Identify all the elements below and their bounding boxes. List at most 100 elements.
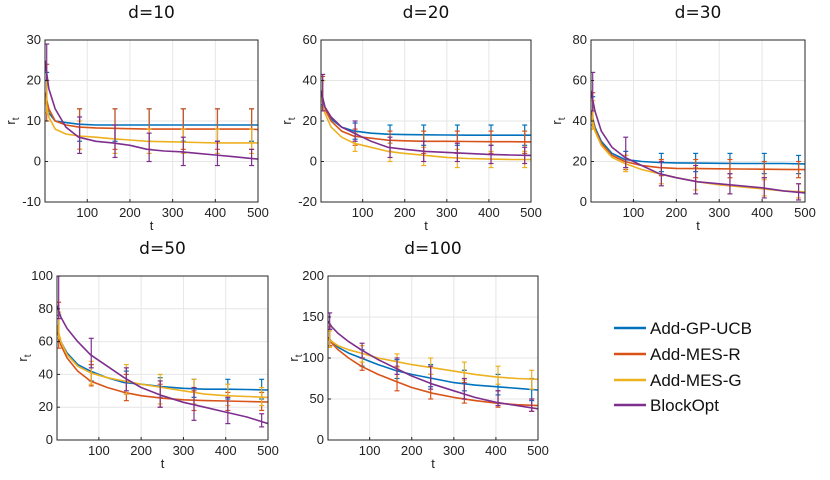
legend-entry-add-gp-ucb: Add-GP-UCB <box>614 319 752 338</box>
y-tick-label: 100 <box>31 268 53 283</box>
errorbar-blockopt <box>658 160 664 187</box>
y-axis-label-sub: t <box>557 117 568 120</box>
errorbar-blockopt <box>727 173 733 195</box>
y-tick-label: 0 <box>580 194 587 209</box>
y-axis-label-main: r <box>3 120 18 125</box>
y-tick-label: 40 <box>303 73 317 88</box>
series-layer <box>321 73 531 169</box>
y-axis-label: rt <box>279 117 298 124</box>
errorbar-blockopt <box>761 177 767 199</box>
x-tick-label: 500 <box>527 443 549 458</box>
y-tick-label: 150 <box>302 309 324 324</box>
errorbar-add-mes-r <box>796 160 802 179</box>
y-tick-label: 40 <box>573 113 587 128</box>
errorbar-blockopt <box>191 386 197 421</box>
series-line-blockopt <box>591 90 805 194</box>
errorbar-blockopt <box>123 367 129 392</box>
x-tick-label: 100 <box>352 205 374 220</box>
series-line-add-gp-ucb <box>45 92 258 126</box>
errorbar-blockopt <box>454 142 460 163</box>
x-tick-label: 500 <box>794 205 816 220</box>
errorbar-blockopt <box>394 357 400 375</box>
x-tick-label: 500 <box>520 205 542 220</box>
errorbar-blockopt <box>421 140 427 163</box>
y-tick-label: 0 <box>46 432 53 447</box>
y-tick-label: 50 <box>310 391 324 406</box>
x-tick-label: 500 <box>257 443 279 458</box>
y-axis-label: rt <box>15 354 34 361</box>
y-axis-label-main: r <box>549 120 564 125</box>
series-layer <box>57 276 268 428</box>
errorbar-blockopt <box>796 183 802 201</box>
x-tick-label: 300 <box>443 443 465 458</box>
errorbar-blockopt <box>529 398 535 412</box>
errorbar-blockopt <box>259 413 265 428</box>
x-axis-label: t <box>431 456 435 471</box>
y-axis-label-sub: t <box>23 354 34 357</box>
chart-title: d=10 <box>128 3 175 23</box>
x-tick-label: 200 <box>119 205 141 220</box>
x-tick-label: 400 <box>215 443 237 458</box>
y-tick-label: 100 <box>302 350 324 365</box>
x-tick-label: 100 <box>88 443 110 458</box>
legend-label-add-gp-ucb: Add-GP-UCB <box>650 319 752 338</box>
x-tick-label: 500 <box>247 205 269 220</box>
x-axis-label: t <box>424 218 428 233</box>
x-tick-label: 400 <box>204 205 226 220</box>
errorbar-blockopt <box>249 148 255 167</box>
y-tick-label: 30 <box>27 32 41 47</box>
errorbar-blockopt <box>77 116 83 154</box>
series-line-add-mes-r <box>321 90 531 143</box>
x-tick-label: 200 <box>401 443 423 458</box>
series-layer <box>45 43 258 167</box>
errorbar-blockopt <box>88 337 94 369</box>
errorbar-blockopt <box>693 164 699 195</box>
y-tick-label: -20 <box>298 194 317 209</box>
x-tick-label: 100 <box>76 205 98 220</box>
x-tick-label: 100 <box>623 205 645 220</box>
errorbar-blockopt <box>157 380 163 408</box>
errorbar-blockopt <box>146 132 152 163</box>
y-axis-label-main: r <box>15 357 30 362</box>
x-tick-label: 200 <box>394 205 416 220</box>
errorbar-blockopt <box>112 124 118 159</box>
x-tick-label: 200 <box>130 443 152 458</box>
errorbar-blockopt <box>461 377 467 400</box>
errorbar-add-mes-g <box>529 369 535 390</box>
y-tick-label: 40 <box>39 366 53 381</box>
y-axis-label: rt <box>3 117 22 124</box>
series-line-add-gp-ucb <box>591 110 805 165</box>
y-tick-label: 80 <box>573 32 587 47</box>
series-line-add-mes-r <box>57 328 268 403</box>
x-tick-label: 400 <box>485 443 507 458</box>
y-tick-label: 200 <box>302 268 324 283</box>
series-line-add-mes-g <box>45 96 258 144</box>
plot-area <box>57 276 268 440</box>
x-tick-label: 400 <box>478 205 500 220</box>
series-line-blockopt <box>328 320 538 410</box>
x-tick-label: 200 <box>665 205 687 220</box>
legend-label-blockopt: BlockOpt <box>650 396 719 415</box>
y-tick-label: 60 <box>39 334 53 349</box>
errorbar-blockopt <box>623 136 629 169</box>
x-tick-label: 300 <box>162 205 184 220</box>
x-axis-label: t <box>696 218 700 233</box>
y-tick-label: 20 <box>39 399 53 414</box>
legend-entry-add-mes-g: Add-MES-G <box>614 371 742 390</box>
series-line-blockopt <box>45 60 258 160</box>
series-layer <box>591 71 805 201</box>
chart-title: d=100 <box>404 239 461 259</box>
errorbar-blockopt <box>488 144 494 165</box>
series-line-blockopt <box>321 90 531 157</box>
legend-entry-add-mes-r: Add-MES-R <box>614 345 741 364</box>
series-line-add-gp-ucb <box>321 90 531 136</box>
series-line-add-mes-r <box>45 92 258 131</box>
y-axis-label: rt <box>549 117 568 124</box>
series-line-add-mes-r <box>591 110 805 171</box>
series-layer <box>328 312 538 412</box>
